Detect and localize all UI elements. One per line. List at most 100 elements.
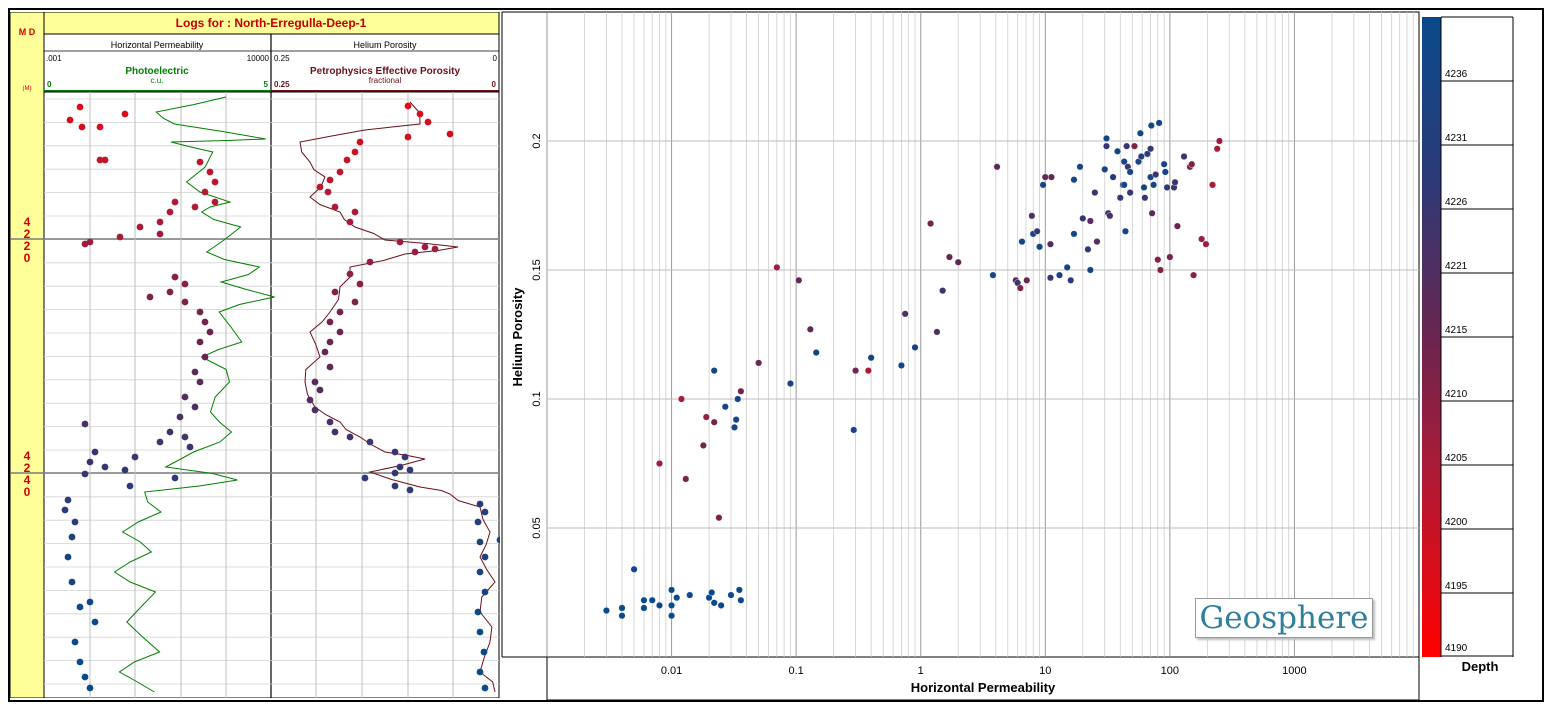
log-dot	[186, 443, 194, 451]
scatter-point	[1143, 150, 1151, 158]
scatter-point	[773, 263, 781, 271]
scatter-point	[1046, 240, 1054, 248]
log-dot	[76, 103, 84, 111]
log-dot	[346, 433, 354, 441]
scatter-point	[655, 460, 663, 468]
scatter-point	[1198, 235, 1206, 243]
scatter-point	[1163, 183, 1171, 191]
log-dot	[416, 110, 424, 118]
log-dot	[91, 618, 99, 626]
scatter-point	[668, 612, 676, 620]
log-dot	[336, 328, 344, 336]
log-dot	[311, 378, 319, 386]
scatter-point	[1180, 152, 1188, 160]
log-dot	[316, 183, 324, 191]
scatter-point	[1086, 217, 1094, 225]
log-dot	[196, 338, 204, 346]
colorbar-tick-label: 4215	[1445, 325, 1468, 336]
log-dot	[68, 533, 76, 541]
scatter-point	[1093, 238, 1101, 246]
log-dot	[171, 474, 179, 482]
scatter-point	[1018, 238, 1026, 246]
track2-curve-left: 0.25	[274, 80, 290, 89]
log-dot	[81, 470, 89, 478]
log-dot	[326, 318, 334, 326]
log-title: Logs for : North-Erregulla-Deep-1	[176, 16, 367, 30]
colorbar-label: Depth	[1462, 659, 1499, 674]
log-dot	[76, 603, 84, 611]
log-dot	[156, 218, 164, 226]
log-dot	[171, 198, 179, 206]
scatter-point	[864, 367, 872, 375]
scatter-point	[1116, 194, 1124, 202]
log-dot	[81, 420, 89, 428]
colorbar-tick-label: 4205	[1445, 453, 1468, 464]
scatter-point	[1147, 145, 1155, 153]
log-dot	[351, 208, 359, 216]
scatter-point	[1016, 284, 1024, 292]
log-dot	[191, 403, 199, 411]
scatter-point	[1136, 129, 1144, 137]
log-dot	[481, 553, 489, 561]
scatter-point	[737, 596, 745, 604]
log-dot	[406, 486, 414, 494]
log-dot	[481, 508, 489, 516]
scatter-point	[1067, 276, 1075, 284]
depth-label: 2	[24, 227, 31, 241]
scatter-point	[1202, 240, 1210, 248]
scatter-point	[1120, 181, 1128, 189]
track2-curve-name: Petrophysics Effective Porosity	[310, 66, 460, 77]
scatter-point	[1106, 212, 1114, 220]
scatter-point	[655, 601, 663, 609]
chart-frame	[8, 8, 1544, 702]
log-dot	[156, 438, 164, 446]
scatter-point	[806, 325, 814, 333]
scatter-point	[1047, 173, 1055, 181]
log-dot	[406, 466, 414, 474]
scatter-point	[640, 596, 648, 604]
log-dot	[166, 208, 174, 216]
track1-header: Horizontal Permeability	[111, 40, 204, 50]
log-dot	[346, 270, 354, 278]
scatter-point	[1130, 142, 1138, 150]
scatter-point	[1028, 212, 1036, 220]
log-panel: Logs for : North-Erregulla-Deep-1 Horizo…	[10, 12, 500, 698]
scatter-point	[867, 354, 875, 362]
log-dot	[351, 298, 359, 306]
scatter-point	[1084, 245, 1092, 253]
scatter-point	[1141, 194, 1149, 202]
log-dot	[331, 203, 339, 211]
log-dot	[201, 353, 209, 361]
depth-label: 2	[24, 461, 31, 475]
log-dot	[196, 378, 204, 386]
scatter-point	[1155, 119, 1163, 127]
log-dot	[96, 156, 104, 164]
colorbar-tick-label: 4190	[1445, 643, 1468, 654]
scatter-point	[732, 416, 740, 424]
log-dot	[311, 406, 319, 414]
log-dot	[166, 288, 174, 296]
track1-curve-unit: c.u.	[151, 76, 164, 85]
scatter-point	[933, 328, 941, 336]
scatter-point	[927, 220, 935, 228]
x-axis-label: Horizontal Permeability	[911, 680, 1056, 695]
colorbar	[1422, 17, 1441, 657]
log-dot	[411, 248, 419, 256]
log-dot	[476, 668, 484, 676]
scatter-point	[1160, 160, 1168, 168]
scatter-point	[812, 349, 820, 357]
log-dot	[343, 156, 351, 164]
scatter-point	[1102, 134, 1110, 142]
log-dot	[191, 368, 199, 376]
scatter-point	[702, 413, 710, 421]
log-dot	[480, 648, 488, 656]
log-dot	[181, 298, 189, 306]
scatter-point	[727, 591, 735, 599]
log-dot	[336, 168, 344, 176]
log-dot	[331, 288, 339, 296]
scatter-point	[730, 423, 738, 431]
scatter-point	[1126, 168, 1134, 176]
log-dot	[146, 293, 154, 301]
scatter-point	[1114, 147, 1122, 155]
scatter-point	[710, 418, 718, 426]
